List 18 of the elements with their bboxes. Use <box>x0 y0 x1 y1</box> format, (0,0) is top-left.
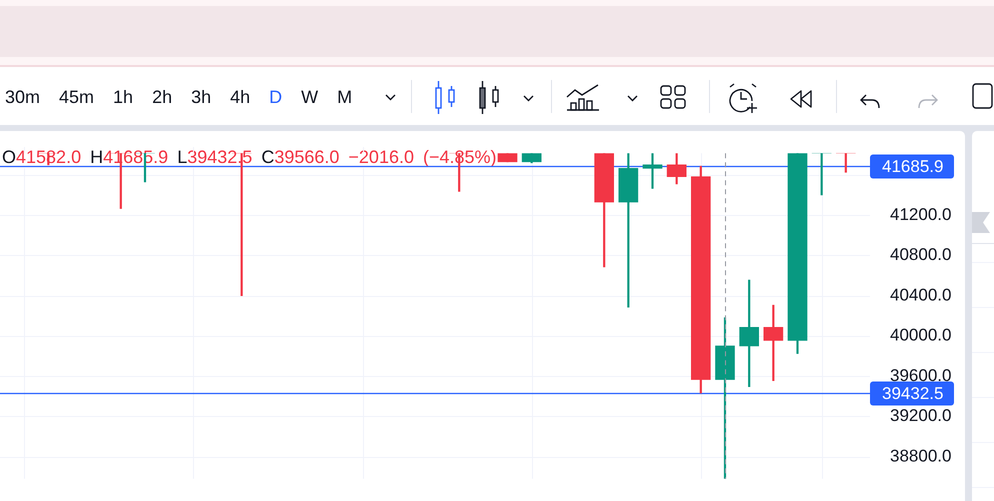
ref-line-label: 41685.9 <box>882 157 944 176</box>
text: M <box>337 86 352 109</box>
y-tick-label: 40400.0 <box>890 285 952 304</box>
y-tick-label: 40800.0 <box>890 245 952 264</box>
text: 3h <box>191 86 212 109</box>
text: 2h <box>152 86 172 109</box>
y-tick-label: 38800.0 <box>890 446 952 466</box>
text: 30m <box>5 86 40 109</box>
text: 45m <box>59 86 94 109</box>
y-tick-label: 40000.0 <box>890 326 952 345</box>
text: D <box>269 86 282 109</box>
y-tick-label: 41200.0 <box>890 204 952 224</box>
text: W <box>301 86 318 109</box>
y-tick-label: 39200.0 <box>890 406 952 426</box>
ref-line-label: 39432.5 <box>882 384 944 404</box>
text: 4h <box>230 86 250 109</box>
text: 1h <box>113 86 134 109</box>
y-tick-label: 39600.0 <box>890 366 952 385</box>
